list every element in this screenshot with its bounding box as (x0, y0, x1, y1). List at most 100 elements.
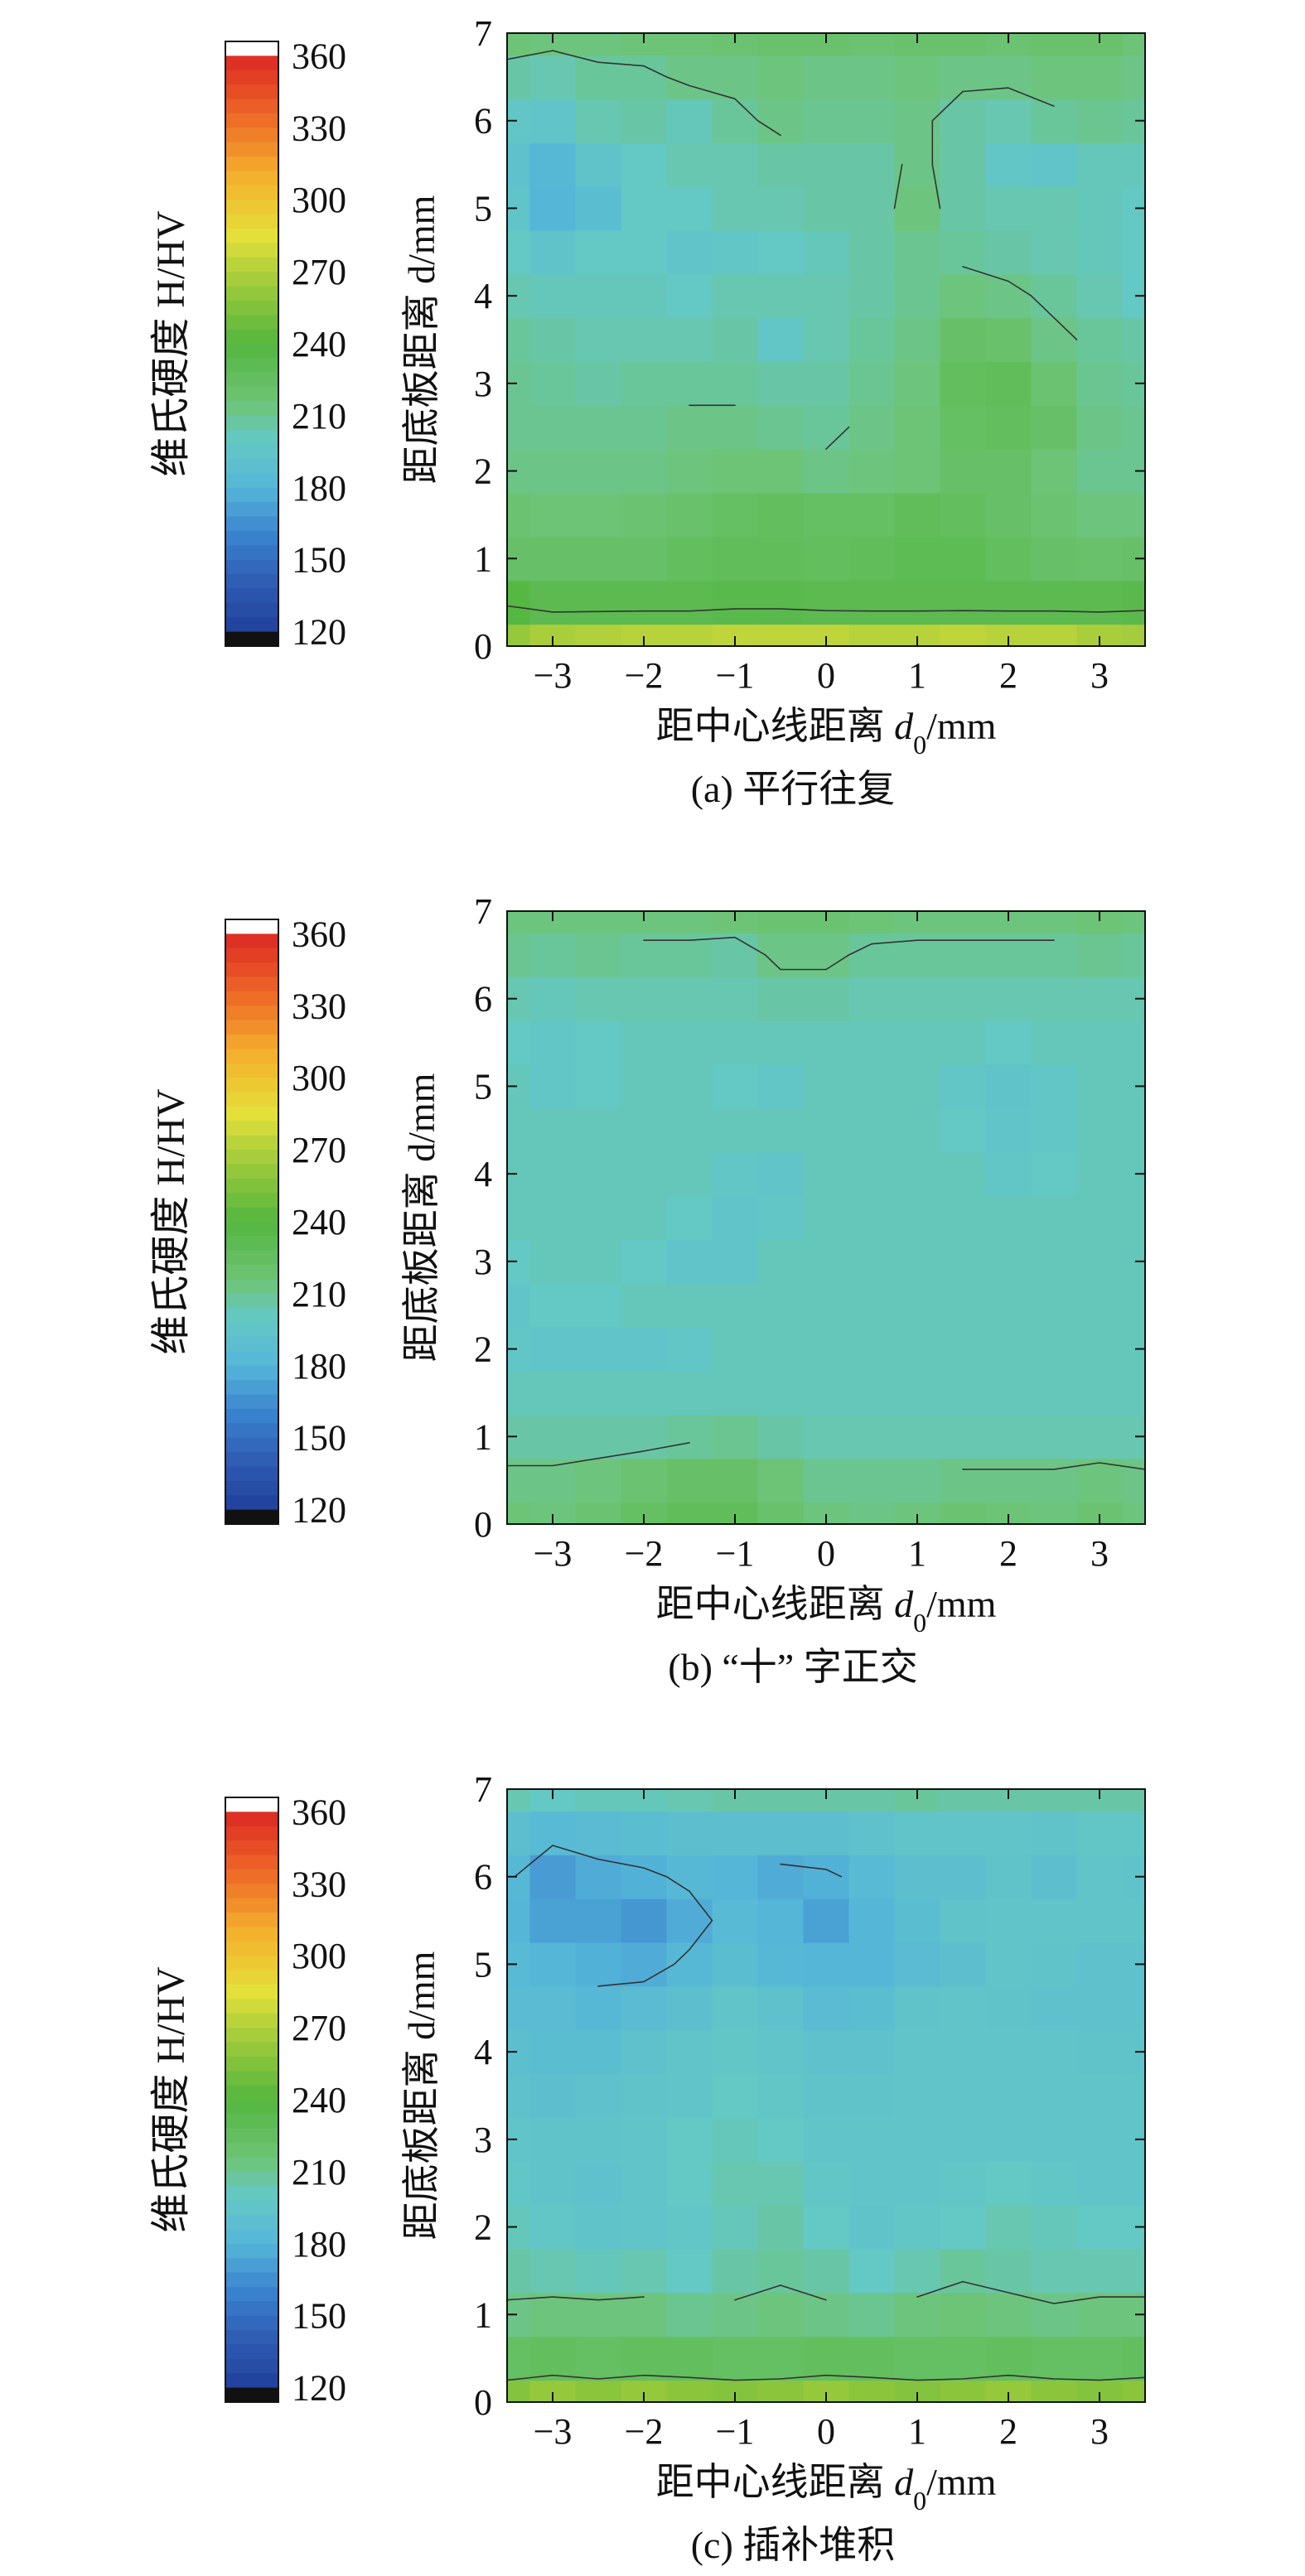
heatmap-cell (757, 1327, 805, 1372)
heatmap-cell (1076, 1985, 1124, 2031)
colorbar-cell (225, 171, 278, 186)
colorbar-cell (225, 1941, 278, 1956)
heatmap-cell (1031, 1371, 1078, 1416)
heatmap-cell (621, 2249, 668, 2294)
heatmap-cell (575, 1502, 622, 1525)
contour-line (506, 936, 1146, 1470)
heatmap-cell (1076, 2073, 1124, 2119)
y-axis-ticks: 0 1 2 3 4 5 6 7 (474, 1769, 1145, 2423)
heatmap-cell (803, 1327, 850, 1372)
heatmap-cell (1122, 1985, 1146, 2031)
heatmap-cell (621, 2073, 668, 2119)
heatmap-cell (666, 273, 713, 319)
heatmap-cell (1031, 1985, 1078, 2031)
heatmap-cell (666, 536, 713, 581)
heatmap-cell (1031, 1283, 1078, 1328)
y-tick-label: 3 (474, 364, 492, 404)
heatmap-cell (712, 55, 759, 99)
heatmap-cell (575, 1283, 622, 1328)
heatmap-cell (940, 405, 987, 450)
colorbar-cell (225, 1351, 278, 1367)
heatmap-cell (1031, 405, 1078, 450)
heatmap-cell (507, 1811, 531, 1855)
heatmap-cell (757, 1458, 805, 1503)
colorbar-tick-label: 180 (292, 2224, 346, 2265)
heatmap-cell (1076, 142, 1124, 187)
colorbar-tick-label: 360 (292, 1792, 346, 1832)
heatmap-cell (757, 1855, 805, 1899)
heatmap-cell (803, 99, 850, 143)
contour-line (506, 605, 1146, 613)
heatmap-cell (757, 1020, 805, 1065)
heatmap-cell (575, 33, 622, 56)
heatmap-cell (621, 1414, 668, 1459)
heatmap-cell (1076, 1107, 1124, 1153)
heatmap-cell (621, 1811, 668, 1855)
heatmap-cell (894, 317, 941, 363)
heatmap-cell (575, 2380, 622, 2403)
heatmap-cell (1076, 977, 1124, 1021)
colorbar-tick-label: 210 (292, 396, 346, 437)
colorbar-cells (225, 1797, 278, 2402)
heatmap-cell (575, 1239, 622, 1284)
heatmap-cell (666, 2073, 713, 2119)
heatmap-cell (757, 361, 805, 406)
colorbar-cell (225, 415, 278, 431)
heatmap-cell (940, 273, 987, 319)
colorbar-cells (225, 919, 278, 1524)
heatmap-cell (848, 1020, 896, 1065)
heatmap-cell (1076, 1371, 1124, 1416)
heatmap-cell (940, 1064, 987, 1109)
heatmap-cell (1122, 1458, 1146, 1503)
heatmap-cell (575, 1151, 622, 1197)
heatmap-cell (1122, 624, 1146, 647)
colorbar-cell (225, 1279, 278, 1295)
heatmap-cell (621, 1195, 668, 1241)
heatmap-cell (666, 1789, 713, 1812)
heatmap-cell (666, 2205, 713, 2250)
heatmap-cell (803, 361, 850, 406)
heatmap-cell (1122, 1811, 1146, 1855)
heatmap-cell (848, 493, 896, 538)
heatmap-cell (1076, 1458, 1124, 1503)
heatmap-cell (803, 2073, 850, 2119)
heatmap-cell (529, 186, 577, 231)
heatmap-cell (1076, 1195, 1124, 1241)
heatmap-cell (757, 33, 805, 56)
heatmap-cell (757, 186, 805, 231)
heatmap-cell (621, 405, 668, 450)
heatmap-cell (712, 977, 759, 1021)
heatmap-cell (1031, 1811, 1078, 1855)
heatmap-cell (529, 449, 577, 494)
panel-caption: (a) 平行往复 (691, 768, 896, 810)
heatmap-cell (985, 273, 1032, 319)
heatmap-cell (621, 1855, 668, 1899)
heatmap-cell (985, 1327, 1032, 1372)
heatmap-cell (529, 1371, 577, 1416)
heatmap-cell (712, 536, 759, 581)
heatmap-cell (1031, 33, 1078, 56)
heatmap-cell (803, 1239, 850, 1284)
heatmap-cells (507, 1789, 1146, 2403)
colorbar-cell (225, 2215, 278, 2231)
heatmap-cell (666, 317, 713, 363)
heatmap-cell (757, 2336, 805, 2381)
heatmap-cell (1076, 361, 1124, 406)
heatmap-cell (894, 1898, 941, 1943)
colorbar-cells (225, 41, 278, 646)
heatmap-cell (1076, 2029, 1124, 2075)
heatmap-cell (621, 449, 668, 494)
heatmap-cell (848, 2073, 896, 2119)
heatmap-cell (621, 536, 668, 581)
heatmap-cell (848, 99, 896, 143)
colorbar-cell (225, 1956, 278, 1971)
contour-line (506, 2374, 1146, 2381)
heatmap-cell (666, 580, 713, 625)
heatmap-cell (1122, 580, 1146, 625)
heatmap-cell (666, 1327, 713, 1372)
heatmap-cell (529, 1811, 577, 1855)
heatmap-cell (848, 1195, 896, 1241)
colorbar-cell (225, 2028, 278, 2043)
x-tick-label: −2 (625, 2411, 664, 2452)
heatmap-cell (757, 229, 805, 275)
